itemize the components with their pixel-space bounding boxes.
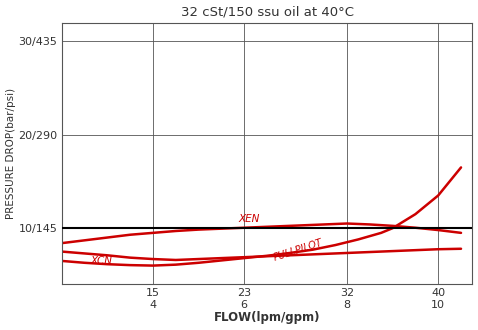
Title: 32 cSt/150 ssu oil at 40°C: 32 cSt/150 ssu oil at 40°C [181,6,354,18]
Text: PULLPILOT: PULLPILOT [273,238,325,263]
Text: XCN: XCN [90,256,112,266]
Y-axis label: PRESSURE DROP(bar/psi): PRESSURE DROP(bar/psi) [6,88,16,219]
Text: XEN: XEN [239,214,260,224]
X-axis label: FLOW(lpm/gpm): FLOW(lpm/gpm) [214,312,320,324]
